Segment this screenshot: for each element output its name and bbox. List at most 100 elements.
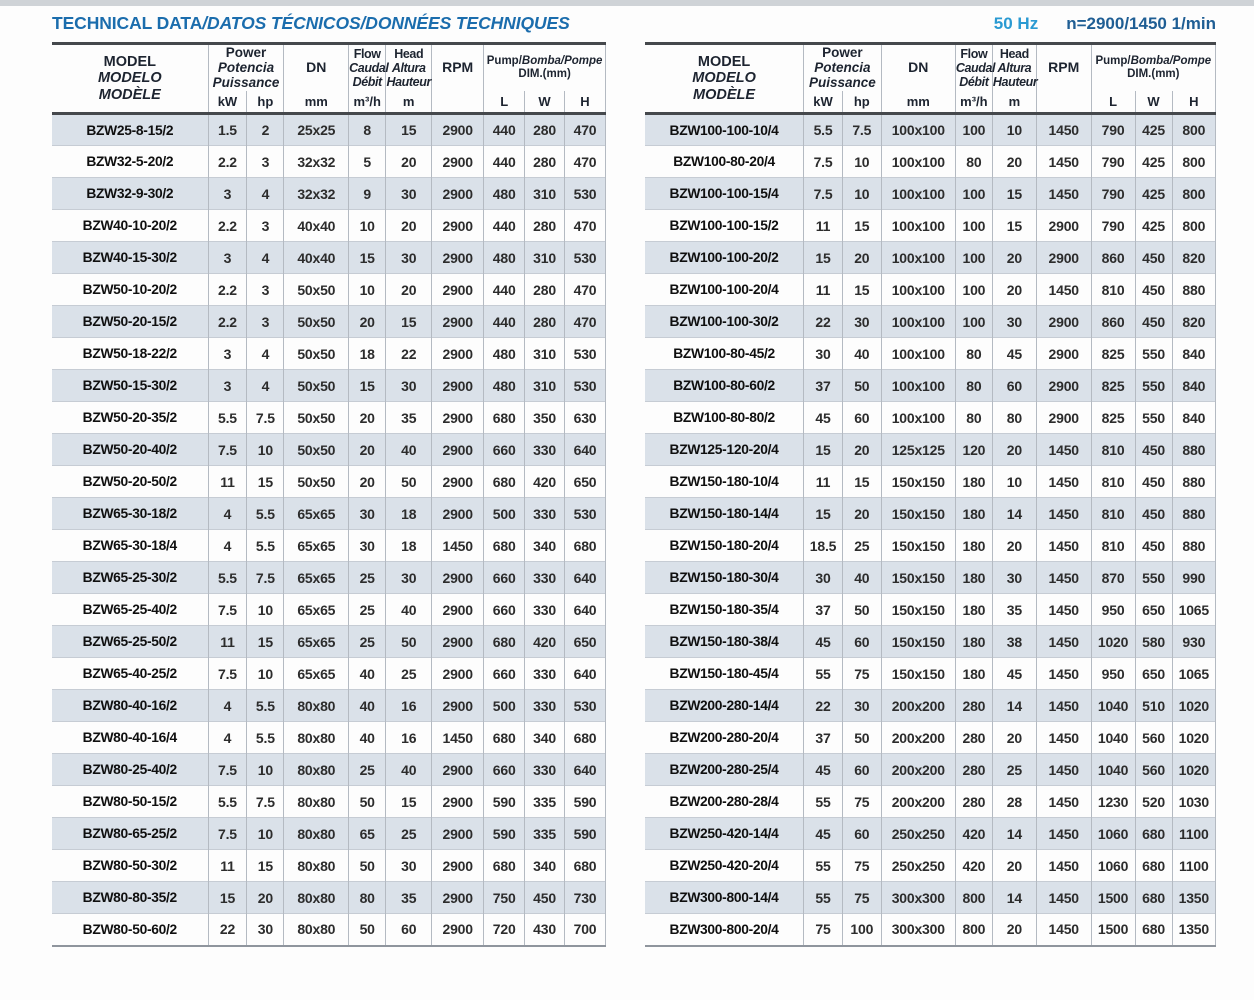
table-row: BZW200-280-25/4 45 60 200x200 280 25 1450 1040 5…: [645, 753, 1217, 786]
value-cell: 25: [348, 561, 386, 594]
value-cell: 660: [483, 561, 525, 594]
value-cell: 640: [563, 753, 607, 786]
value-cell: 2900: [1035, 337, 1092, 370]
value-cell: 720: [483, 913, 525, 946]
value-cell: 680: [1134, 913, 1173, 946]
value-cell: 340: [524, 721, 565, 754]
value-cell: 250x250: [880, 849, 956, 882]
value-cell: 2900: [431, 753, 484, 786]
value-cell: 450: [1134, 465, 1173, 498]
model-cell: BZW125-120-20/4: [645, 433, 804, 466]
dim-column-header: Pump/Bomba/Pompe DIM.(mm): [1090, 43, 1217, 91]
model-cell: BZW80-40-16/2: [52, 689, 209, 722]
value-cell: 14: [991, 817, 1037, 850]
value-cell: 425: [1134, 113, 1173, 146]
value-cell: 20: [841, 433, 882, 466]
value-cell: 680: [563, 721, 607, 754]
value-cell: 200x200: [880, 721, 956, 754]
table-row: BZW50-20-15/2 2.2 3 50x50 20 15 2900 440 280 470: [52, 305, 607, 338]
value-cell: 11: [207, 849, 247, 882]
table-row: BZW80-80-35/2 15 20 80x80 80 35 2900 750 450 730: [52, 881, 607, 914]
model-cell: BZW65-25-40/2: [52, 593, 209, 626]
value-cell: 100x100: [880, 113, 956, 146]
value-cell: 10: [991, 113, 1037, 146]
value-cell: 80x80: [283, 753, 349, 786]
table-row: BZW150-180-14/4 15 20 150x150 180 14 1450 810 45…: [645, 497, 1217, 530]
table-row: BZW65-25-30/2 5.5 7.5 65x65 25 30 2900 660 330 64…: [52, 561, 607, 594]
value-cell: 310: [524, 369, 565, 402]
value-cell: 280: [954, 785, 993, 818]
value-cell: 470: [563, 305, 607, 338]
value-cell: 22: [803, 689, 843, 722]
rpm-column-header: RPM: [1035, 43, 1092, 91]
value-cell: 15: [803, 433, 843, 466]
value-cell: 1450: [1035, 273, 1092, 306]
value-cell: 530: [563, 177, 607, 210]
value-cell: 3: [246, 145, 284, 178]
value-cell: 1450: [1035, 529, 1092, 562]
table-row: BZW40-15-30/2 3 4 40x40 15 30 2900 480 310 530: [52, 241, 607, 274]
value-cell: 50x50: [283, 433, 349, 466]
value-cell: 3: [207, 337, 247, 370]
value-cell: 45: [803, 753, 843, 786]
value-cell: 60: [841, 817, 882, 850]
value-cell: 680: [483, 465, 525, 498]
kw-unit-header: kW: [803, 90, 843, 114]
value-cell: 80: [348, 881, 386, 914]
head-column-header: Head Altura Hauteur: [991, 43, 1038, 91]
value-cell: 15: [246, 465, 284, 498]
value-cell: 500: [483, 497, 525, 530]
value-cell: 280: [954, 753, 993, 786]
value-cell: 2900: [1035, 305, 1092, 338]
value-cell: 1450: [431, 529, 484, 562]
value-cell: 5.5: [246, 529, 284, 562]
value-cell: 280: [954, 689, 993, 722]
value-cell: 3: [246, 273, 284, 306]
value-cell: 55: [803, 785, 843, 818]
height-unit-header: H: [1171, 90, 1217, 114]
value-cell: 2900: [431, 657, 484, 690]
head-column-header: Head Altura Hauteur: [385, 43, 432, 91]
model-column-header: MODEL MODELO MODÈLE: [97, 54, 162, 103]
value-cell: 20: [385, 209, 432, 242]
value-cell: 15: [803, 241, 843, 274]
value-cell: 530: [563, 337, 607, 370]
value-cell: 5.5: [246, 497, 284, 530]
value-cell: 280: [524, 273, 565, 306]
right-pump-table: MODEL MODELO MODÈLE Power Potencia Puiss…: [645, 42, 1217, 947]
value-cell: 15: [841, 465, 882, 498]
value-cell: 825: [1090, 337, 1136, 370]
value-cell: 45: [803, 625, 843, 658]
value-cell: 4: [246, 177, 284, 210]
value-cell: 75: [841, 849, 882, 882]
value-cell: 300x300: [880, 913, 956, 946]
value-cell: 60: [841, 625, 882, 658]
value-cell: 11: [803, 273, 843, 306]
value-cell: 280: [524, 209, 565, 242]
hp-unit-header: hp: [841, 90, 882, 114]
value-cell: 330: [524, 497, 565, 530]
value-cell: 20: [385, 145, 432, 178]
value-cell: 55: [803, 657, 843, 690]
value-cell: 310: [524, 241, 565, 274]
value-cell: 990: [1171, 561, 1217, 594]
page-title: TECHNICAL DATA/DATOS TÉCNICOS/DONNÉES TE…: [52, 13, 570, 34]
value-cell: 7.5: [207, 433, 247, 466]
value-cell: 1.5: [207, 113, 247, 146]
table-row: BZW250-420-14/4 45 60 250x250 420 14 1450 1060 6…: [645, 817, 1217, 850]
value-cell: 100x100: [880, 177, 956, 210]
value-cell: 22: [207, 913, 247, 946]
value-cell: 680: [483, 849, 525, 882]
value-cell: 1450: [1035, 721, 1092, 754]
value-cell: 5.5: [207, 785, 247, 818]
value-cell: 20: [348, 401, 386, 434]
value-cell: 37: [803, 721, 843, 754]
value-cell: 790: [1090, 113, 1136, 146]
value-cell: 28: [991, 785, 1037, 818]
model-cell: BZW80-65-25/2: [52, 817, 209, 850]
model-cell: BZW80-80-35/2: [52, 881, 209, 914]
head-unit-header: m: [991, 90, 1037, 114]
kw-unit-header: kW: [207, 90, 247, 114]
value-cell: 660: [483, 433, 525, 466]
table-row: BZW100-100-15/2 11 15 100x100 100 15 2900 790 42…: [645, 209, 1217, 242]
